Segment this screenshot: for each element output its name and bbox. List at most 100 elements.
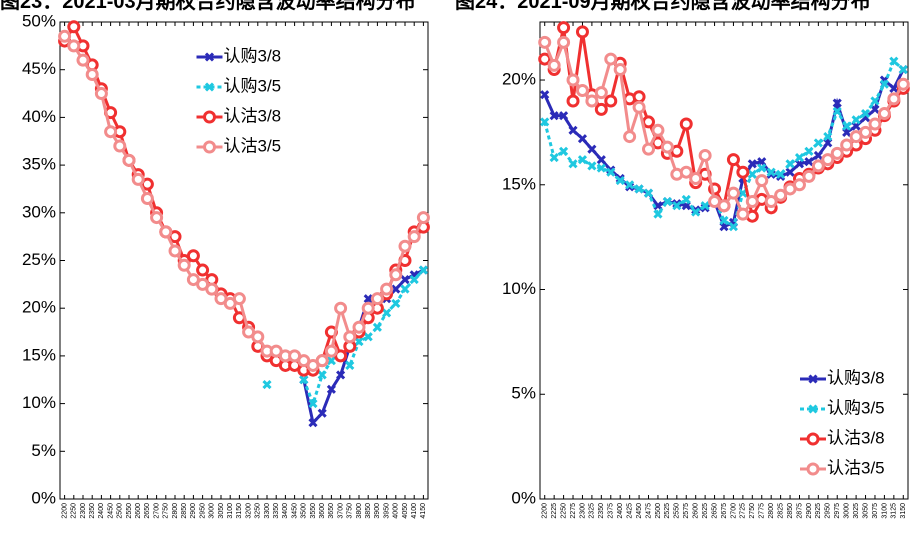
data-point [660,140,674,154]
data-point [343,330,357,344]
x-tick-label: 2700 [153,503,160,519]
y-tick-label: 10% [22,393,56,412]
data-point [840,138,854,152]
data-point [594,86,608,100]
x-tick-label: 2250 [560,503,567,519]
data-point [719,215,729,225]
x-tick-label: 2250 [71,503,78,519]
data-point [299,375,309,385]
data-point [896,77,910,91]
data-point [317,408,327,418]
data-point [324,344,338,358]
data-point [418,265,428,275]
data-point [566,73,580,87]
x-tick-label: 2850 [181,503,188,519]
data-point [604,94,618,108]
data-point [736,207,750,221]
legend-label: 认沽3/5 [224,136,282,155]
legend-item: 认购3/8 [196,46,281,65]
data-point [557,21,571,35]
data-point [653,209,663,219]
data-point [549,152,559,163]
data-point [113,139,127,153]
x-tick-label: 3600 [319,503,326,519]
data-point [832,98,842,108]
data-point [538,52,552,66]
legend-marker [204,52,215,62]
legend-item: 认沽3/5 [196,136,282,155]
data-point [785,159,795,169]
data-point [776,169,786,179]
data-point [679,117,693,131]
x-tick-label: 2875 [796,503,803,519]
data-point [832,106,842,117]
x-tick-label: 2450 [107,503,114,519]
x-tick-label: 2900 [190,503,197,519]
data-point [568,159,578,169]
data-point [361,301,375,315]
data-point [700,201,710,211]
data-point [391,298,401,308]
x-tick-label: 3850 [365,503,372,519]
y-tick-label: 0% [31,488,56,507]
data-point [140,191,154,205]
x-tick-label: 2600 [693,503,700,519]
x-tick-label: 3300 [264,503,271,519]
data-point [651,123,665,137]
data-point [681,194,691,204]
series [540,56,908,232]
x-tick-label: 2200 [542,503,549,519]
data-point [549,111,559,121]
data-point [870,96,880,106]
x-tick-label: 3150 [236,503,243,519]
data-point [104,125,118,139]
x-tick-label: 2750 [163,503,170,519]
x-tick-label: 2750 [749,503,756,519]
data-point [728,222,738,232]
data-point [177,258,191,272]
data-point [345,360,355,371]
x-tick-label: 2450 [636,503,643,519]
x-tick-label: 2675 [721,503,728,519]
data-point [689,171,703,185]
x-tick-label: 4050 [402,503,409,519]
x-tick-label: 3750 [347,503,354,519]
x-tick-label: 2525 [664,503,671,519]
data-point [642,115,656,129]
x-tick-label: 3025 [853,503,860,519]
data-point [205,282,219,296]
data-point [540,90,550,100]
data-point [870,104,880,114]
x-tick-label: 2375 [608,503,615,519]
y-tick-label: 20% [502,70,536,89]
y-tick-label: 5% [31,441,56,460]
legend-item: 认购3/5 [196,76,281,95]
x-tick-label: 2275 [570,503,577,519]
series [58,20,430,377]
x-tick-label: 3250 [255,503,262,519]
x-tick-label: 3100 [881,503,888,519]
x-tick-label: 2600 [135,503,142,519]
x-tick-label: 2800 [768,503,775,519]
data-point [568,125,578,135]
x-tick-label: 2650 [711,503,718,519]
y-tick-label: 40% [22,107,56,126]
x-tick-label: 3700 [337,503,344,519]
data-point [575,25,589,39]
data-point [726,153,740,167]
x-tick-label: 2400 [98,503,105,519]
data-point [804,146,814,156]
data-point [262,379,272,390]
data-point [150,211,164,225]
data-point [594,102,608,116]
data-point [662,196,672,207]
x-tick-label: 2225 [551,503,558,519]
data-point [745,195,759,209]
data-point [354,337,364,347]
data-point [774,188,788,202]
data-point [698,148,712,162]
y-tick-label: 45% [22,59,56,78]
data-point [604,52,618,66]
y-tick-label: 0% [511,488,536,507]
data-point [400,275,410,285]
